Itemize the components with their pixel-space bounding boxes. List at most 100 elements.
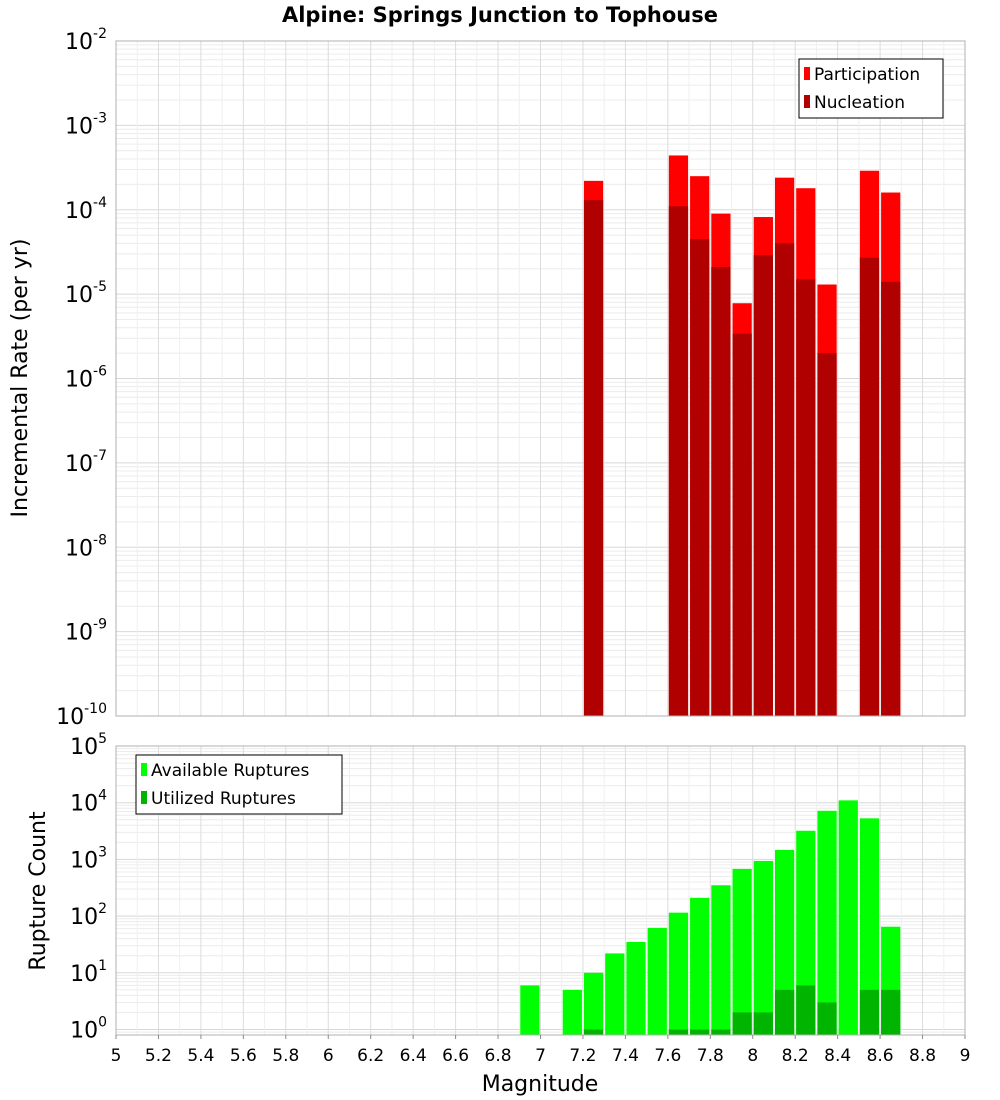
x-tick-label: 8.4 [824,1046,851,1066]
chart-title: Alpine: Springs Junction to Tophouse [282,3,718,27]
top-grid [115,40,966,717]
x-tick-label: 8.6 [867,1046,894,1066]
x-tick-label: 7.2 [569,1046,596,1066]
bottom-bar-available-ruptures [774,849,795,1035]
top-legend-box [798,58,944,119]
top-bar-nucleation [796,279,816,716]
bottom-bar-available-ruptures [838,800,858,1035]
x-tick-label: 5.4 [187,1046,214,1066]
y-tick-label: 101 [70,958,107,987]
bottom-bar-available-ruptures [562,989,582,1035]
bottom-panel: 100 101 102 103 104 105 5 5.2 5.4 5.6 5.8 6 6.2 6.4 6… [26,731,970,1097]
x-tick-label: 6.4 [400,1046,427,1066]
top-bar-nucleation [583,200,604,716]
bottom-y-axis-title: Rupture Count [26,811,51,971]
legend-label-nucleation: Nucleation [814,93,905,113]
x-tick-label: 7 [535,1046,546,1066]
y-tick-label: 10-2 [65,26,107,55]
top-bar-nucleation [859,257,880,716]
legend-label-participation: Participation [814,65,920,85]
legend-swatch-participation [804,67,810,80]
legend-swatch-utilized [141,791,147,804]
x-tick-label: 5.6 [230,1046,257,1066]
top-bar-nucleation [753,255,773,716]
bottom-bar-utilized-ruptures [732,1012,752,1035]
bottom-bar-available-ruptures [647,927,667,1035]
top-panel: 10-10 10-9 10-8 10-7 10-6 10-5 10-4 10-3 10-2 In… [8,26,966,730]
y-tick-label: 10-3 [65,110,107,139]
y-tick-label: 10-4 [65,195,107,224]
top-bar-nucleation [774,243,795,717]
top-plot-border [115,40,966,717]
bottom-bar-available-ruptures [711,885,731,1035]
x-tick-label: 7.8 [697,1046,724,1066]
bottom-bar-utilized-ruptures [817,1002,837,1035]
top-bars [583,155,901,717]
bottom-bar-utilized-ruptures [796,985,816,1035]
bottom-bar-utilized-ruptures [881,989,901,1035]
top-bar-nucleation [732,333,752,716]
bottom-bar-available-ruptures [520,985,540,1035]
x-tick-label: 8.8 [909,1046,936,1066]
x-tick-label: 7.4 [612,1046,639,1066]
y-tick-label: 10-7 [65,448,107,477]
top-bar-nucleation [668,206,689,716]
x-tick-label: 8.2 [782,1046,809,1066]
top-y-axis-title: Incremental Rate (per yr) [8,239,33,518]
x-tick-label: 6.6 [442,1046,469,1066]
bottom-bar-available-ruptures [583,972,604,1035]
bottom-bar-utilized-ruptures [690,1029,710,1035]
y-tick-label: 103 [70,844,107,873]
y-tick-label: 10-6 [65,364,107,393]
bottom-y-tick-labels: 100 101 102 103 104 105 [70,731,107,1044]
x-tick-label: 6.8 [485,1046,512,1066]
bottom-bar-utilized-ruptures [711,1029,731,1035]
top-legend: Participation Nucleation [798,58,944,119]
bottom-bar-available-ruptures [626,941,646,1035]
y-tick-label: 100 [70,1015,107,1044]
y-tick-label: 102 [70,901,107,930]
top-bar-nucleation [690,239,710,716]
x-axis-title: Magnitude [482,1072,599,1097]
bottom-bar-available-ruptures [732,868,752,1035]
top-bar-nucleation [817,353,837,716]
bottom-legend-box [135,754,343,815]
bottom-bars [520,800,901,1035]
bottom-bar-utilized-ruptures [668,1029,689,1035]
bottom-bar-available-ruptures [859,818,880,1035]
x-tick-label: 5.8 [272,1046,299,1066]
bottom-bar-available-ruptures [668,912,689,1035]
top-bar-nucleation [881,281,901,716]
y-tick-label: 10-5 [65,279,107,308]
legend-label-available: Available Ruptures [151,761,309,781]
bottom-bar-utilized-ruptures [859,989,880,1035]
bottom-bar-utilized-ruptures [583,1029,604,1035]
bottom-bar-available-ruptures [690,897,710,1035]
x-tick-label: 8 [747,1046,758,1066]
bottom-bar-available-ruptures [605,953,625,1035]
x-tick-label: 6.2 [357,1046,384,1066]
y-tick-label: 104 [70,788,107,817]
bottom-bar-available-ruptures [796,830,816,1035]
bottom-bar-utilized-ruptures [774,989,795,1035]
legend-label-utilized: Utilized Ruptures [151,789,296,809]
top-y-tick-labels: 10-10 10-9 10-8 10-7 10-6 10-5 10-4 10-3 10-2 [56,26,107,730]
legend-swatch-nucleation [804,95,810,108]
x-tick-label: 5 [111,1046,122,1066]
y-tick-label: 10-8 [65,532,107,561]
bottom-bar-available-ruptures [817,810,837,1035]
x-tick-label: 6 [323,1046,334,1066]
x-tick-labels: 5 5.2 5.4 5.6 5.8 6 6.2 6.4 6.6 6.8 7 7.2 7.4 7.6 7.8 8… [111,1035,971,1066]
legend-swatch-available [141,763,147,776]
x-tick-label: 5.2 [145,1046,172,1066]
top-bar-nucleation [711,266,731,716]
x-tick-label: 7.6 [654,1046,681,1066]
y-tick-label: 105 [70,731,107,760]
y-tick-label: 10-10 [56,701,107,730]
x-tick-label: 9 [960,1046,971,1066]
bottom-legend: Available Ruptures Utilized Ruptures [135,754,343,815]
bottom-bar-available-ruptures [753,860,773,1035]
y-tick-label: 10-9 [65,617,107,646]
bottom-bar-utilized-ruptures [753,1012,773,1035]
